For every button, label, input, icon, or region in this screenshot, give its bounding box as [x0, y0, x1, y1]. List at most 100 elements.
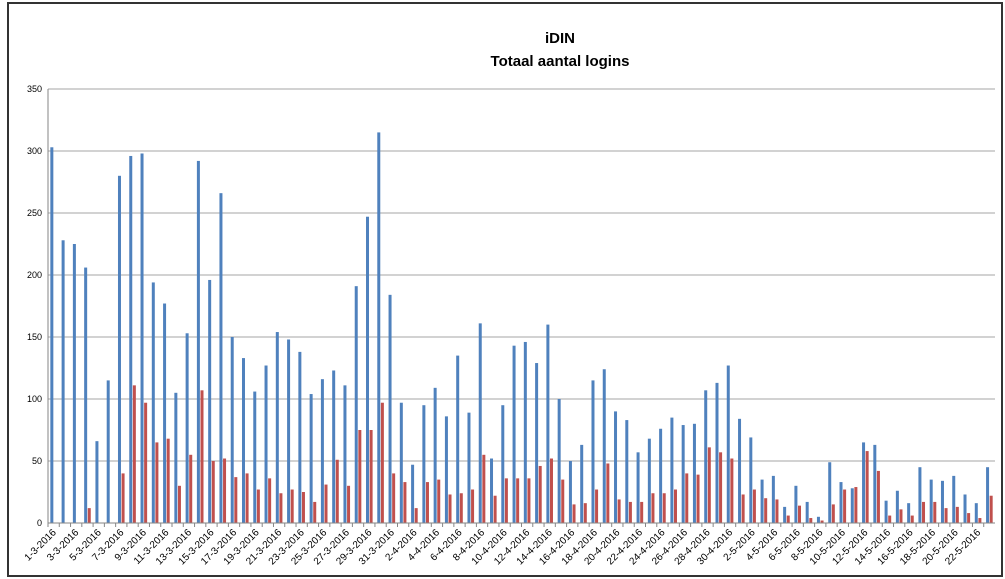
bar	[805, 501, 809, 523]
bar	[320, 379, 324, 523]
bar	[392, 473, 396, 523]
bar	[843, 489, 847, 523]
bar	[241, 358, 245, 523]
y-tick-label: 150	[27, 332, 42, 342]
bar	[121, 473, 125, 523]
bar	[572, 504, 576, 523]
bar	[106, 380, 110, 523]
bar	[411, 464, 415, 523]
bar	[313, 501, 317, 523]
bar	[189, 454, 193, 523]
bar	[482, 454, 486, 523]
bar	[95, 441, 99, 523]
bar	[707, 447, 711, 523]
bar	[50, 147, 54, 523]
bar	[651, 493, 655, 523]
bar	[478, 323, 482, 523]
bar	[895, 490, 899, 523]
bar	[174, 392, 178, 523]
bar	[279, 493, 283, 523]
bar	[234, 477, 238, 523]
bar	[403, 482, 407, 523]
bar	[741, 494, 745, 523]
bar	[151, 282, 155, 523]
bar	[422, 405, 426, 523]
bar	[245, 473, 249, 523]
bar	[583, 503, 587, 523]
bar	[659, 428, 663, 523]
bar	[955, 506, 959, 523]
bar	[726, 365, 730, 523]
bar	[61, 240, 65, 523]
bar	[444, 416, 448, 523]
bar	[704, 390, 708, 523]
bar	[501, 405, 505, 523]
bar	[944, 508, 948, 523]
bar	[591, 380, 595, 523]
bar	[580, 444, 584, 523]
bar	[636, 452, 640, 523]
bar	[850, 488, 854, 523]
bar	[854, 487, 858, 523]
bar	[647, 438, 651, 523]
bar	[760, 479, 764, 523]
bar	[335, 459, 339, 523]
bar	[986, 467, 990, 523]
bar	[493, 495, 497, 523]
bar	[377, 132, 381, 523]
bar	[132, 385, 136, 523]
bar	[561, 479, 565, 523]
chart-subtitle: Totaal aantal logins	[491, 53, 630, 70]
bar	[275, 332, 279, 523]
bar	[399, 402, 403, 523]
bar	[963, 494, 967, 523]
bar	[456, 355, 460, 523]
bar	[749, 437, 753, 523]
bar	[719, 452, 723, 523]
bar	[343, 385, 347, 523]
bar	[786, 515, 790, 523]
bar	[185, 333, 189, 523]
bar	[535, 363, 539, 523]
bar	[84, 267, 88, 523]
bar	[369, 430, 373, 523]
bar	[602, 369, 606, 523]
bar	[256, 489, 260, 523]
bar	[910, 515, 914, 523]
bar	[775, 499, 779, 523]
bar	[433, 387, 437, 523]
bar	[200, 390, 204, 523]
bar	[685, 473, 689, 523]
bar	[873, 444, 877, 523]
bar	[301, 492, 305, 523]
bar	[625, 420, 629, 523]
bar	[287, 339, 291, 523]
bar	[974, 503, 978, 523]
bar	[862, 442, 866, 523]
bar	[673, 489, 677, 523]
bar	[816, 516, 820, 523]
bar	[771, 475, 775, 523]
bar	[219, 193, 223, 523]
bar	[940, 480, 944, 523]
bar	[309, 394, 313, 523]
bar	[715, 382, 719, 523]
bar	[662, 493, 666, 523]
bar	[448, 494, 452, 523]
bar	[640, 501, 644, 523]
chart-title: iDIN	[545, 30, 575, 47]
bar	[557, 399, 561, 523]
bar	[332, 370, 336, 523]
bar	[196, 160, 200, 524]
bar	[918, 467, 922, 523]
bar	[876, 470, 880, 523]
bar	[163, 303, 167, 523]
bar	[989, 495, 993, 523]
bar	[129, 155, 133, 523]
bar	[471, 489, 475, 523]
y-tick-label: 300	[27, 146, 42, 156]
bar	[888, 515, 892, 523]
bar	[354, 286, 358, 523]
bar	[696, 474, 700, 523]
